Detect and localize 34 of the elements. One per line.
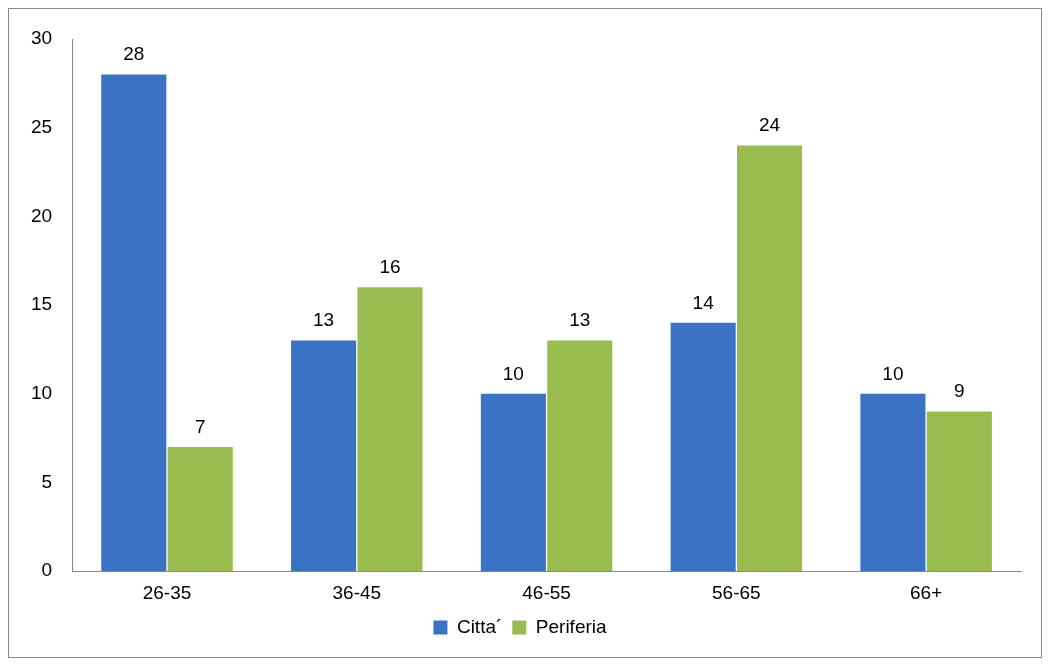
data-label: 28 (123, 43, 145, 65)
y-tick-label: 25 (30, 115, 53, 137)
bar (737, 145, 803, 572)
y-tick-label: 15 (30, 293, 53, 315)
data-label: 7 (194, 415, 206, 437)
x-tick-label: 36-45 (332, 581, 382, 603)
bar (480, 393, 546, 572)
legend-label: Periferia (535, 615, 607, 637)
data-label: 13 (569, 309, 591, 331)
data-label: 9 (954, 380, 965, 402)
x-tick-label: 66+ (910, 581, 943, 603)
bar (167, 447, 233, 572)
y-tick-label: 5 (41, 470, 53, 492)
data-label: 10 (882, 362, 904, 384)
bar (926, 411, 992, 572)
data-label: 16 (379, 256, 401, 278)
x-tick-label: 26-35 (142, 581, 192, 603)
y-tick-label: 10 (30, 382, 53, 404)
y-tick-label: 0 (41, 559, 53, 581)
bar (357, 287, 423, 572)
bar (860, 393, 926, 572)
data-label: 14 (692, 291, 715, 313)
x-tick-label: 46-55 (522, 581, 571, 603)
data-label: 13 (313, 309, 335, 331)
data-label: 24 (758, 114, 781, 136)
y-tick-label: 20 (30, 204, 53, 226)
bar (670, 322, 736, 572)
bar (291, 340, 357, 572)
bar (547, 340, 613, 572)
bar (101, 74, 167, 572)
legend-label: Citta´ (456, 615, 503, 637)
x-tick-label: 56-65 (712, 581, 761, 603)
y-tick-label: 30 (30, 27, 53, 49)
data-label: 10 (502, 362, 524, 384)
